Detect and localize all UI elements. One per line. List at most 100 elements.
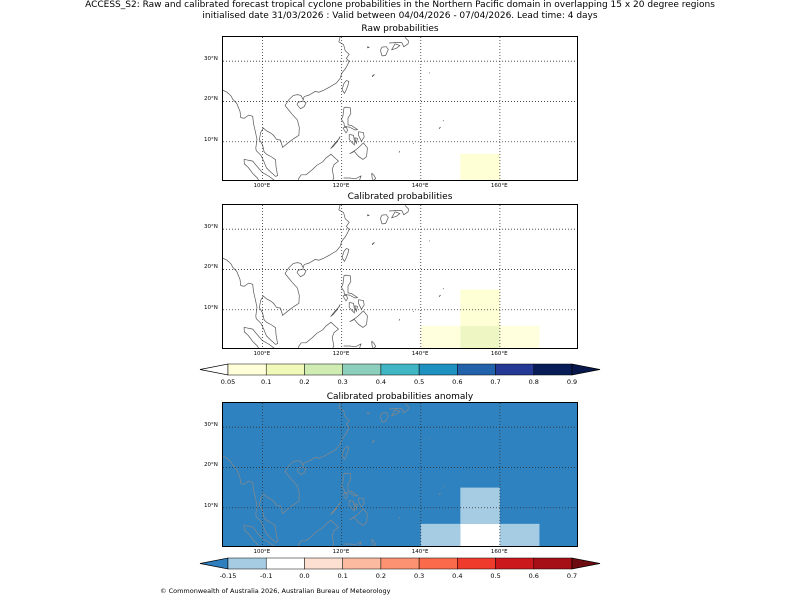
figure-title: ACCESS_S2: Raw and calibrated forecast t… [0,0,800,21]
coastline [223,205,350,345]
coastline [354,137,358,145]
coastline [371,538,377,546]
colorbar-tick-label: -0.15 [219,572,237,580]
lat-tick-label: 20°N [204,462,218,469]
colorbar-anomaly [199,557,601,570]
coastline [341,80,350,95]
probability-cell [460,523,500,546]
coastline [223,37,350,177]
coastline [367,46,370,49]
map-panel-calibrated-anomaly [222,402,578,547]
map-panel-calibrated-probabilities [222,204,578,349]
coastline [243,327,275,348]
colorbar-segment [304,557,343,570]
colorbar-tick-label: 0.5 [413,378,425,386]
coastline [380,46,389,57]
map-canvas [223,37,577,180]
coastline [398,150,401,153]
coastline [343,541,362,546]
lon-tick-label: 140°E [411,351,429,357]
coastline [438,126,441,130]
coastline [298,174,302,180]
colorbar-segment [418,557,458,570]
lat-tick-label: 30°N [204,422,218,429]
coastline [371,172,377,180]
coastline [367,412,370,415]
probability-cell [460,325,500,348]
colorbar-probabilities [199,363,601,376]
coastline [438,492,441,496]
coastline [357,299,365,311]
coastline [391,409,401,417]
coastline [301,321,340,348]
colorbar-tick-label: 0.7 [490,378,501,386]
coastline [342,492,348,500]
coastline [391,43,401,51]
colorbar-over-arrow [571,363,601,376]
lon-tick-label: 160°E [490,351,508,357]
lat-tick-label: 20°N [204,96,218,103]
lon-tick-label: 160°E [490,183,508,189]
copyright-notice: © Commonwealth of Australia 2026, Austra… [160,587,391,595]
coastline [354,503,358,511]
coastline [398,318,401,321]
coastline [380,214,389,225]
colorbar-tick-label: 0.1 [337,572,348,580]
map-canvas [223,205,577,348]
colorbar-segment [533,557,573,570]
colorbar-tick-label: 0.4 [375,378,387,386]
coastline [243,525,275,546]
colorbar-tick-label: 0.3 [337,378,348,386]
probability-cell [460,153,500,180]
coastline [349,142,368,160]
coastline [438,294,441,298]
coastline [343,175,362,180]
colorbar-segment [265,557,305,570]
probability-cell [420,523,461,546]
colorbar-over-arrow [571,557,601,570]
coastline [348,500,355,512]
lon-tick-label: 120°E [332,351,350,357]
colorbar-tick-label: 0.2 [375,572,387,580]
title-line-2: initialised date 31/03/2026 : Valid betw… [202,10,598,21]
map-canvas [223,403,577,546]
lon-tick-label: 120°E [332,183,350,189]
colorbar-tick-label: 0.05 [220,378,236,386]
colorbar-segment [227,363,267,376]
coastline [342,126,348,134]
coastline [296,268,307,278]
coastline [442,120,444,122]
colorbar-segment [342,557,382,570]
colorbar-segment [265,363,305,376]
coastline [296,466,307,476]
coastline [391,211,401,219]
lat-tick-label: 10°N [204,304,218,311]
lon-tick-label: 120°E [332,549,350,555]
panel-title-anomaly: Calibrated probabilities anomaly [326,392,474,402]
colorbar-segment [495,363,535,376]
colorbar-segment [457,557,496,570]
title-line-1: ACCESS_S2: Raw and calibrated forecast t… [85,0,715,10]
probability-cell [420,325,461,348]
colorbar-tick-label: -0.1 [259,572,273,580]
coastline [341,446,350,461]
colorbar-segment [380,557,420,570]
colorbar-tick-label: 0.2 [299,378,310,386]
coastline [442,288,444,290]
map-panel-raw-probabilities [222,36,578,181]
lat-tick-label: 30°N [204,224,218,231]
colorbar-tick-label: 0.6 [452,378,463,386]
coastline [348,134,355,146]
coastline [371,440,375,444]
lat-tick-label: 10°N [204,136,218,143]
colorbar-tick-label: 0.9 [566,378,578,386]
coastline [243,159,259,180]
lon-tick-label: 100°E [253,351,271,357]
lon-tick-label: 160°E [490,549,508,555]
lon-tick-label: 140°E [411,549,429,555]
coastline [330,136,341,149]
colorbar-tick-label: 0.3 [413,572,425,580]
colorbar-tick-label: 0.4 [452,572,463,580]
coastline [340,472,359,497]
colorbar-tick-label: 0.6 [528,572,539,580]
